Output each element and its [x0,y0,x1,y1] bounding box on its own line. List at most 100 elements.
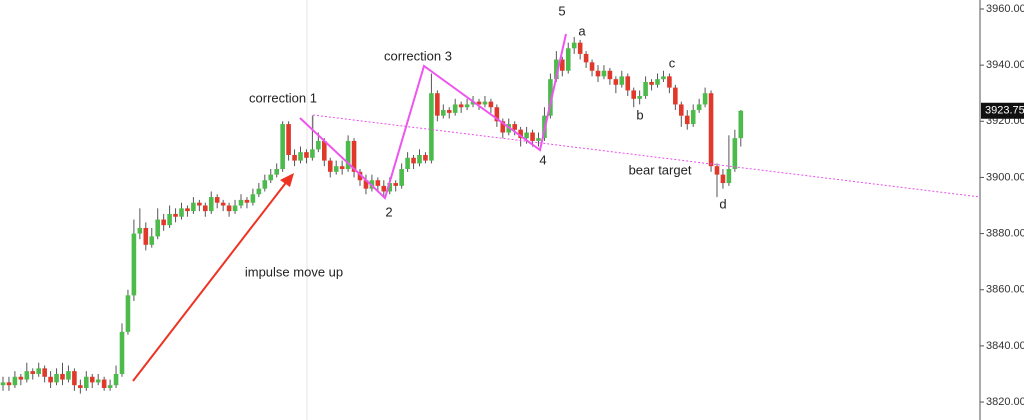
candle-body [684,115,690,125]
candle-body [36,368,41,374]
y-tick-label: 3940.00 [986,59,1024,71]
candle-body [197,202,202,206]
candle-body [250,194,256,203]
candle-body [429,93,434,161]
candle-body [155,219,160,237]
candle-body [417,154,422,164]
candle-body [548,79,553,116]
candle-body [214,197,220,203]
annotation: impulse move up [245,264,343,279]
candle-body [673,87,678,105]
candle-body [89,376,95,383]
candle-body [702,93,708,105]
annotation: bear target [629,162,692,177]
y-tick-label: 3820.00 [986,396,1024,408]
candle-body [375,180,381,186]
candle-body [357,171,363,181]
annotation: a [578,23,586,38]
candle-body [286,124,291,155]
annotation: 5 [558,3,565,18]
candle-body [661,76,666,80]
trendline [312,114,981,198]
candle-body [363,180,369,189]
annotation: 4 [539,152,546,167]
candle-body [554,59,559,80]
candle-body [280,124,285,170]
candle-body [482,101,488,105]
candle-body [679,104,684,116]
candle-body [131,233,137,296]
annotation: c [669,55,676,70]
candle-body [107,385,113,388]
candle-body [625,76,631,91]
candle-body [667,76,672,88]
candle-body [95,379,101,383]
candle-body [54,373,59,383]
candle-body [143,227,149,245]
candle-body [238,199,244,206]
candle-body [708,93,714,167]
candle-body [119,331,125,374]
candle-body [66,371,71,380]
candle-body [613,79,619,85]
annotation: correction 3 [384,48,452,63]
candle-body [339,166,345,170]
candle-body [125,295,131,332]
candle-body [316,140,321,150]
y-tick-label: 3840.00 [986,340,1024,352]
annotation: b [636,107,643,122]
candle-body [113,373,119,386]
candle-body [345,140,351,170]
candle-body [452,104,458,113]
candle-body [530,132,535,141]
candle-body [435,93,440,116]
candle-body [714,166,720,175]
candle-body [441,110,446,116]
candle-body [488,101,494,108]
candle-body [565,48,571,71]
arrow-head [280,173,294,187]
candle-body [72,371,77,386]
candle-body [274,169,279,175]
candle-body [304,152,309,158]
candle-body [631,90,636,99]
candle-body [726,169,732,184]
candle-body [322,140,327,161]
candle-body [720,174,726,184]
candle-body [0,382,6,386]
candle-body [637,96,642,99]
candle-body [690,110,696,125]
candle-body [393,183,398,186]
candle-body [655,79,660,85]
candle-body [494,107,500,122]
candle-body [292,154,297,161]
candle-body [327,160,333,172]
candle-body [24,371,30,380]
candle-body [649,81,654,85]
arrow-line [132,179,289,382]
candle-body [601,70,607,77]
candle-body [268,174,274,181]
candle-body [446,110,452,113]
candle-body [203,205,208,212]
candle-body [607,70,613,80]
last-price-box [981,102,1024,119]
candle-body [12,376,18,386]
candle-body [101,379,107,388]
candle-body [232,205,238,212]
candle-body [583,53,589,63]
candle-body [589,62,595,71]
candle-body [571,42,577,49]
candle-body [476,101,482,105]
candle-body [78,385,83,388]
candle-body [173,213,178,217]
candle-body [524,132,529,139]
candle-body [351,140,357,172]
candle-body [185,208,190,212]
candle-body [518,129,523,139]
candle-body [179,208,184,217]
candle-body [298,152,303,161]
